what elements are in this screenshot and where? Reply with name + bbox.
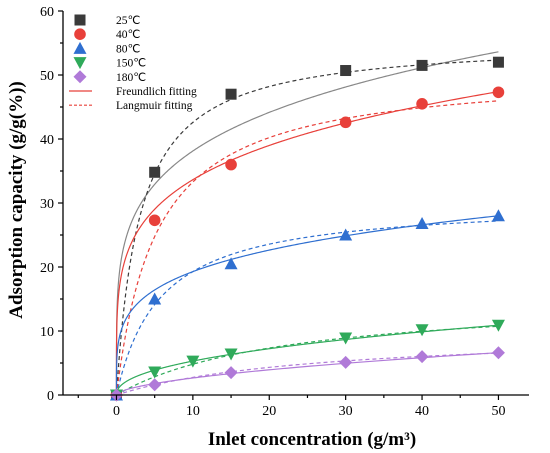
data-point (492, 56, 504, 68)
data-point (492, 86, 505, 99)
y-tick-label: 10 (40, 325, 54, 340)
legend-marker (73, 57, 87, 70)
legend-marker (74, 14, 86, 26)
legend-label: 80℃ (116, 43, 141, 55)
data-point (148, 292, 162, 305)
data-point (224, 348, 238, 361)
y-axis-title: Adsorption capacity (g/g(%)) (6, 81, 27, 318)
data-point (415, 216, 429, 229)
x-tick-label: 40 (415, 404, 429, 419)
data-point (148, 378, 162, 392)
data-point (225, 158, 237, 171)
x-tick-label: 50 (491, 404, 505, 419)
langmuir-fit-curve (115, 100, 499, 396)
langmuir-fit-curve (115, 220, 499, 396)
freundlich-fit-curve (115, 352, 499, 396)
data-point (186, 355, 200, 368)
langmuir-fit-curve (116, 352, 499, 396)
data-point (415, 324, 429, 337)
data-point (339, 116, 352, 129)
data-point (339, 228, 353, 241)
langmuir-fit-curve (115, 59, 499, 395)
x-tick-label: 30 (339, 404, 353, 419)
data-point (415, 350, 429, 364)
data-point (148, 214, 161, 227)
y-tick-label: 0 (47, 389, 54, 404)
legend-label: Freundlich fitting (116, 86, 197, 98)
data-point (224, 366, 238, 380)
data-point (148, 366, 162, 379)
legend-label: 40℃ (116, 29, 141, 41)
y-tick-label: 20 (40, 261, 54, 276)
data-point (224, 257, 238, 270)
freundlich-fit-curve (115, 324, 499, 395)
y-tick-label: 60 (40, 5, 54, 20)
freundlich-fit-curve (115, 215, 499, 395)
data-point (491, 319, 505, 332)
legend-label: 150℃ (116, 58, 146, 70)
data-point (339, 355, 353, 369)
legend: 25℃ 40℃ 80℃ 150℃ 180℃ Freundlich fitting Langm… (69, 14, 197, 112)
legend-marker (73, 70, 87, 84)
legend-marker (73, 41, 87, 54)
y-tick-label: 50 (40, 69, 54, 84)
data-point (339, 332, 353, 345)
x-tick-label: 10 (186, 404, 200, 419)
x-tick-label: 20 (262, 404, 276, 419)
freundlich-fit-curve (115, 51, 499, 395)
data-point (416, 59, 428, 71)
legend-marker (74, 28, 86, 40)
plot-layer (109, 51, 505, 402)
legend-label: 25℃ (116, 15, 141, 27)
data-point (149, 166, 161, 178)
legend-label: Langmuir fitting (116, 100, 193, 112)
x-tick-label: 0 (113, 404, 120, 419)
data-point (491, 346, 505, 360)
data-point (491, 209, 505, 222)
data-point (340, 65, 352, 77)
axes-layer: 0 10 20 30 40 50 0 10 20 30 40 50 60 (40, 5, 529, 419)
data-point (225, 88, 237, 100)
langmuir-fit-curve (116, 325, 499, 396)
y-tick-label: 30 (40, 197, 54, 212)
y-tick-label: 40 (40, 133, 54, 148)
x-axis-title: Inlet concentration (g/m³) (208, 429, 416, 450)
legend-label: 180℃ (116, 72, 146, 84)
freundlich-fit-curve (115, 91, 499, 395)
data-point (416, 98, 428, 110)
